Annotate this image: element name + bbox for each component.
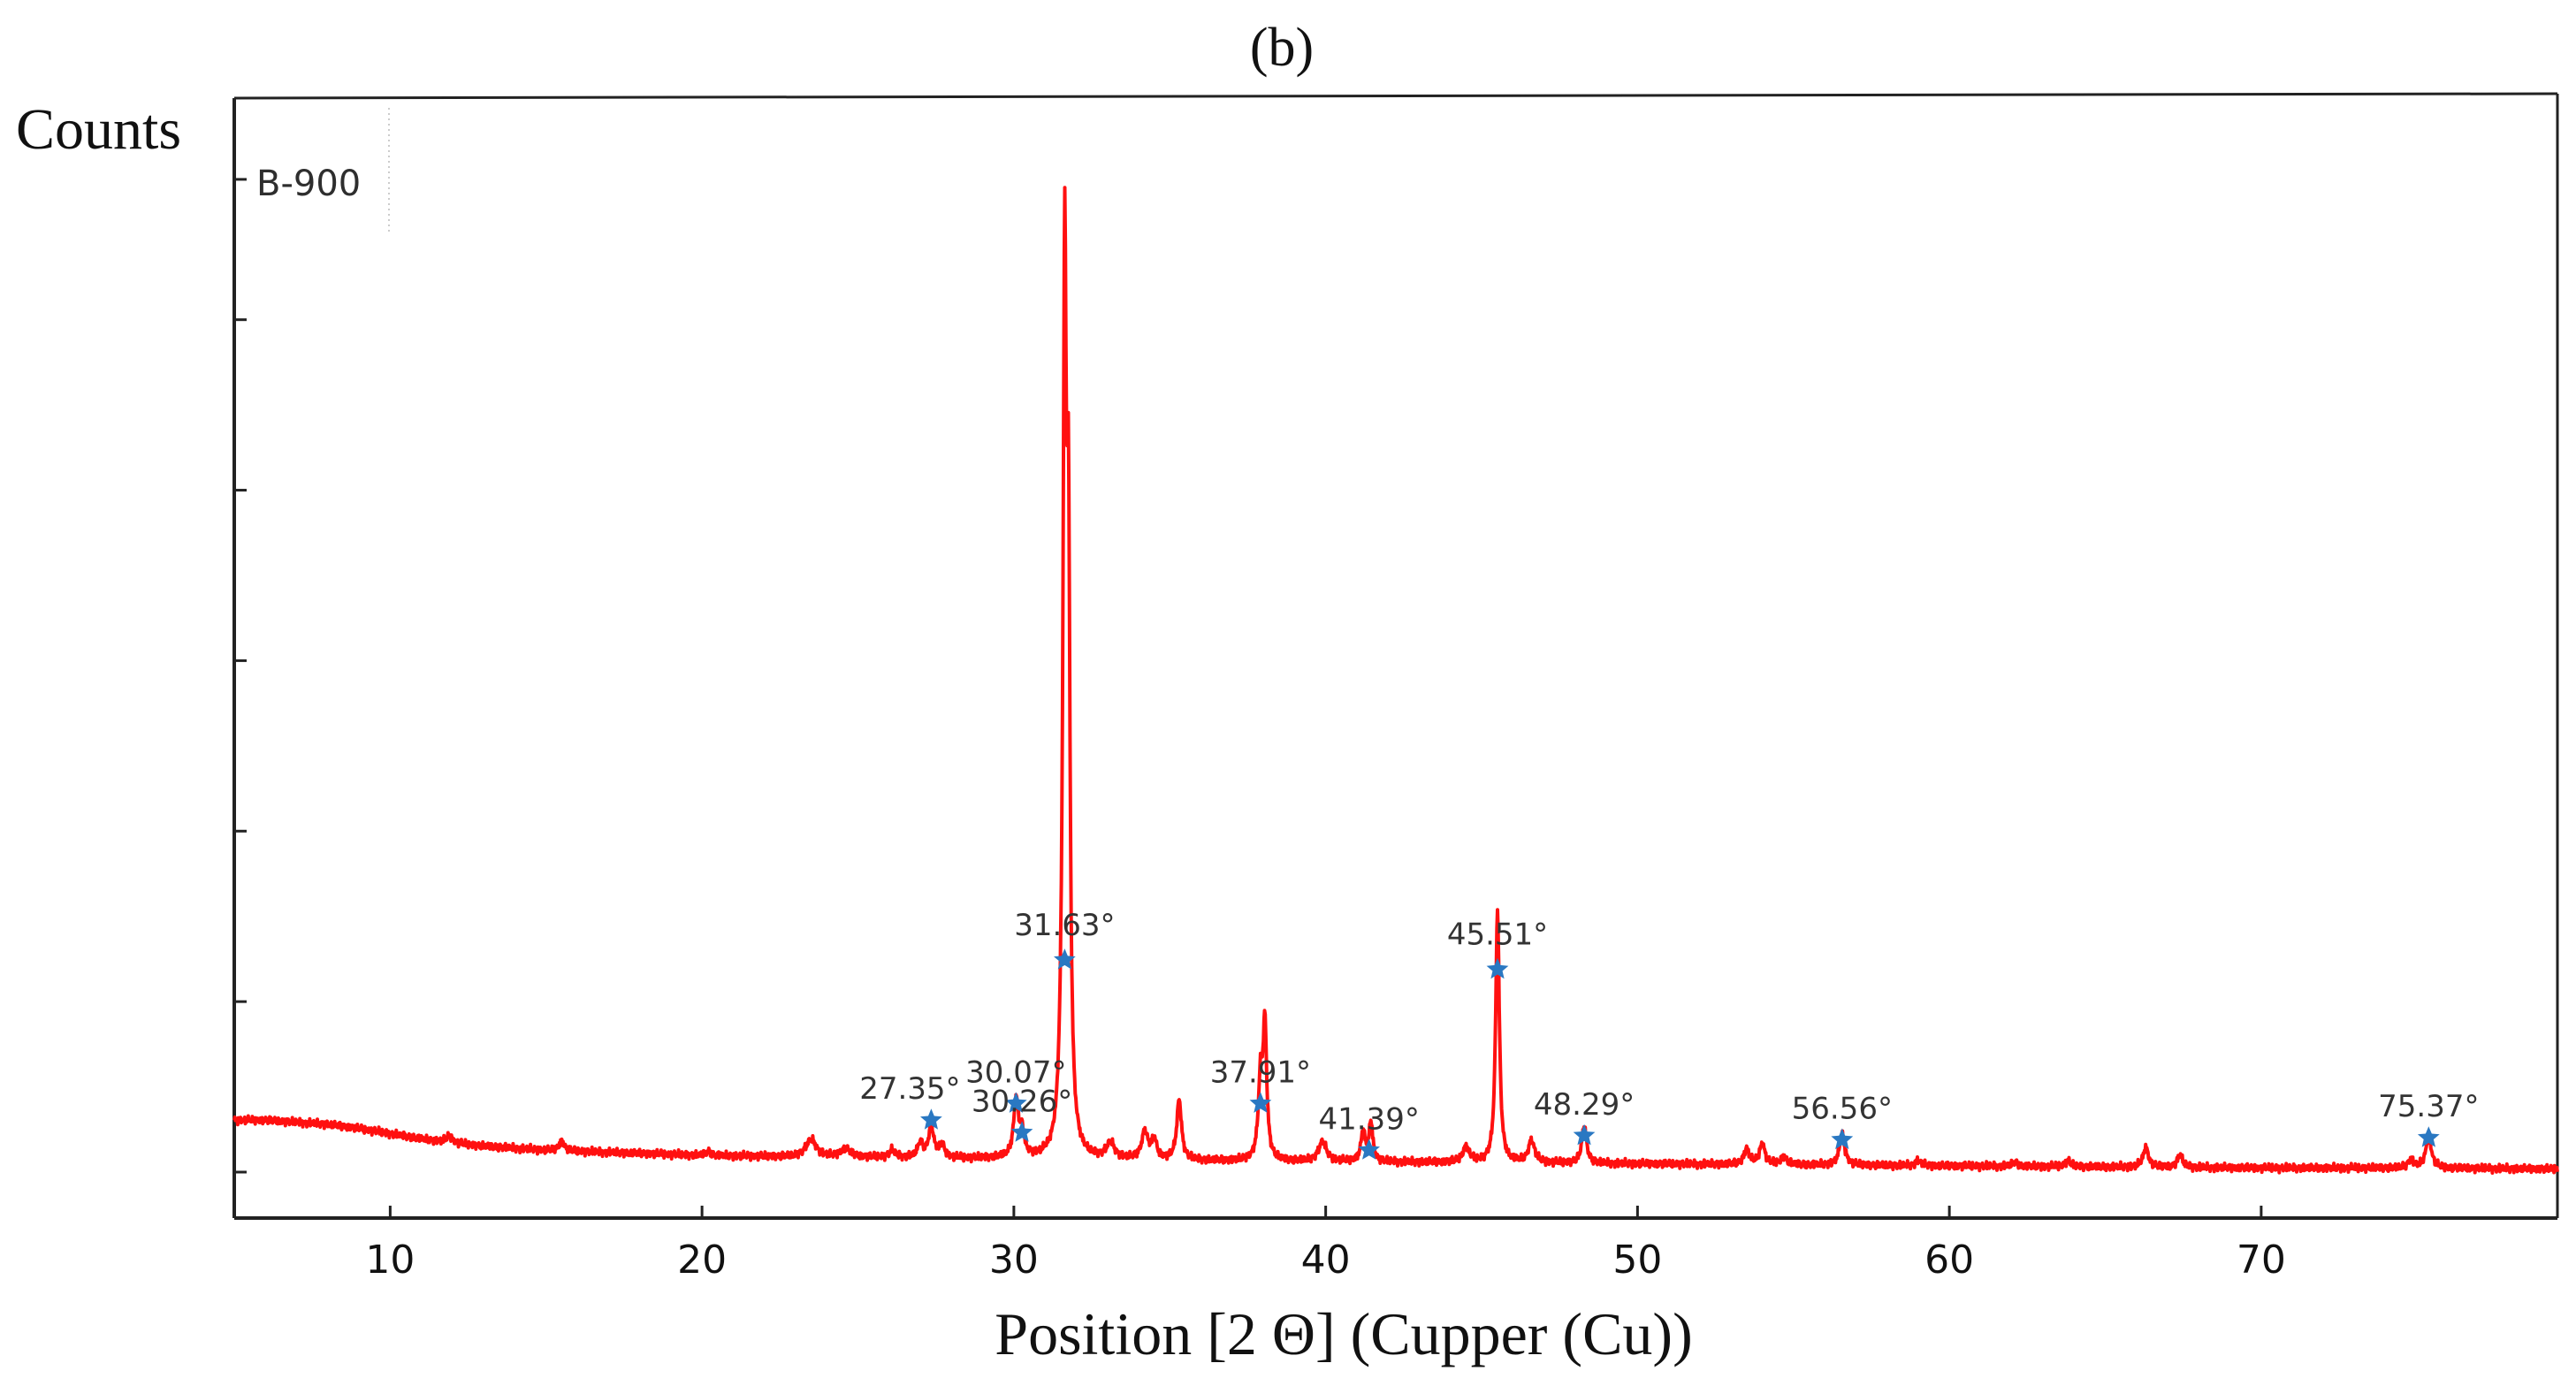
peak-annotation-label: 31.63° (1014, 908, 1115, 943)
peak-marker (920, 1108, 942, 1130)
y-ticks (234, 178, 247, 1174)
peak-marker (1005, 1092, 1027, 1113)
peak-annotation-label: 45.51° (1447, 918, 1548, 953)
peak-annotation-label: 37.91° (1210, 1055, 1311, 1090)
peak-marker (1573, 1123, 1596, 1146)
peak-annotation-label: 41.39° (1318, 1101, 1419, 1137)
peak-markers (920, 948, 2440, 1160)
peak-annotation-label: 30.26° (972, 1084, 1072, 1119)
x-tick-label: 10 (365, 1238, 415, 1283)
x-tick-label: 20 (677, 1238, 727, 1283)
peak-marker (1249, 1092, 1272, 1113)
x-tick-label: 50 (1612, 1238, 1662, 1283)
peak-marker (1831, 1128, 1854, 1150)
x-tick-label: 40 (1301, 1238, 1351, 1283)
panel-label: (b) (1250, 18, 1314, 78)
x-tick-label: 60 (1924, 1238, 1974, 1283)
x-ticks: 10 20 30 40 50 60 70 (365, 1206, 2286, 1283)
peak-annotations: 31.63° 45.51° 27.35° 30.07°30.26° 37.91°41.3… (859, 908, 2479, 1137)
peak-annotation-label: 48.29° (1534, 1087, 1635, 1123)
y-axis-label: Counts (16, 97, 181, 162)
peak-marker (1358, 1138, 1380, 1160)
x-axis-label: Position [2 Θ] (Cupper (Cu)) (995, 1300, 1692, 1367)
xrd-pattern-line (232, 186, 2559, 1175)
x-tick-label: 30 (989, 1238, 1039, 1283)
peak-marker (1054, 948, 1076, 970)
plot-frame (232, 92, 2559, 1220)
peak-annotation-label: 56.56° (1792, 1092, 1893, 1127)
x-tick-label: 70 (2237, 1238, 2286, 1283)
top-border (233, 92, 2558, 100)
peak-marker (2417, 1126, 2440, 1147)
peak-marker (1486, 957, 1509, 979)
peak-marker (1010, 1121, 1033, 1142)
legend-label: B-900 (256, 164, 361, 204)
peak-annotation-label: 27.35° (859, 1071, 960, 1107)
peak-annotation-label: 30.07° (965, 1055, 1066, 1090)
peak-annotation-label: 75.37° (2378, 1089, 2479, 1124)
